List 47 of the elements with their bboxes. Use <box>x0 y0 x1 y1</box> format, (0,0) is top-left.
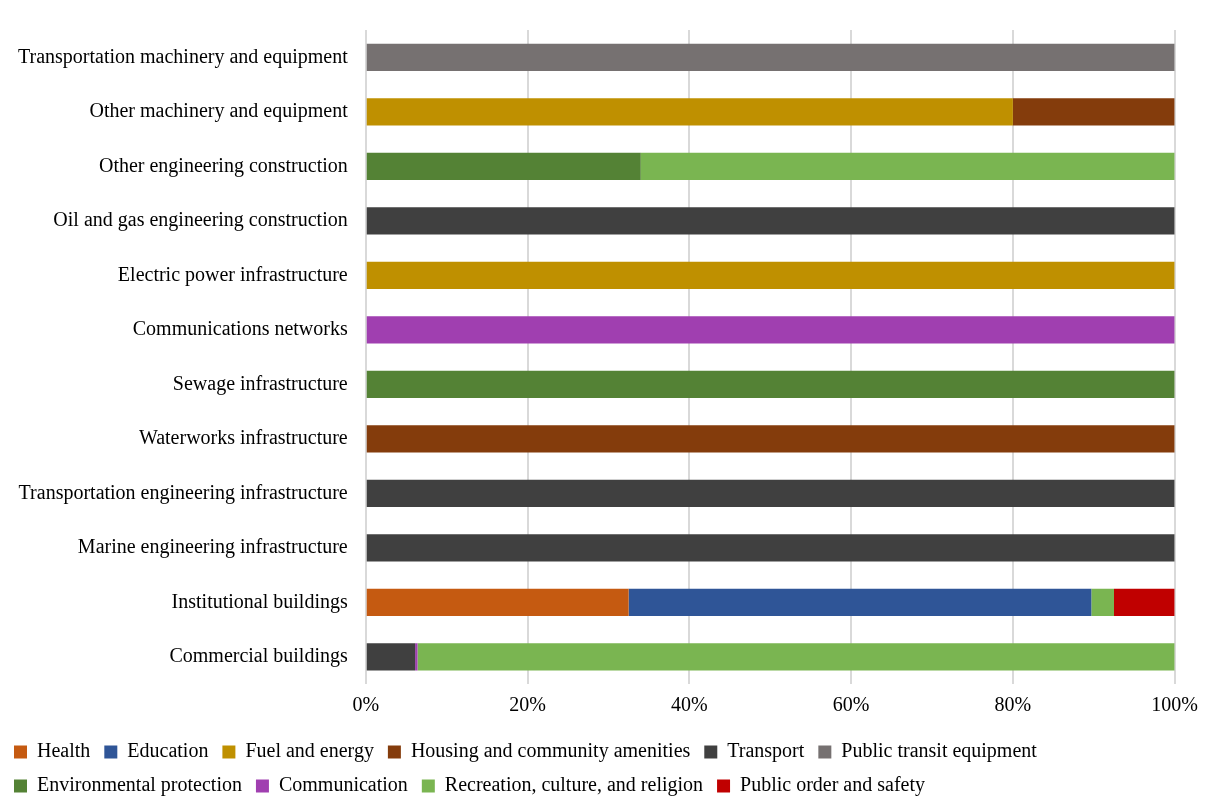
y-tick-label: Sewage infrastructure <box>172 371 348 395</box>
y-tick-label: Communications networks <box>132 317 348 339</box>
bar <box>366 534 1175 562</box>
bar <box>366 643 416 671</box>
x-tick-label: 100% <box>1151 693 1199 716</box>
y-tick-label: Oil and gas engineering construction <box>53 208 348 231</box>
legend-label: Health <box>37 739 91 762</box>
y-tick-label: Other machinery and equipment <box>89 99 349 122</box>
bar <box>417 643 1175 671</box>
legend-label: Environmental protection <box>37 773 242 797</box>
legend-label: Communication <box>278 773 408 796</box>
y-tick-label: Institutional buildings <box>171 589 348 613</box>
legend-label: Public order and safety <box>740 773 925 797</box>
bar <box>1012 98 1175 126</box>
bar <box>366 425 1175 453</box>
legend-label: Education <box>127 739 209 762</box>
legend-label: Fuel and energy <box>245 739 374 763</box>
bar <box>366 479 1175 507</box>
bar <box>366 43 1175 71</box>
y-tick-label: Electric power infrastructure <box>117 262 348 286</box>
y-tick-label: Other engineering construction <box>98 153 348 177</box>
x-tick-label: 20% <box>509 693 546 716</box>
bar <box>640 152 1175 180</box>
legend-label: Recreation, culture, and religion <box>444 773 704 797</box>
bar <box>366 316 1175 344</box>
bar <box>366 588 629 616</box>
y-tick-label: Transportation machinery and equipment <box>18 44 349 68</box>
bar <box>366 261 1175 289</box>
x-tick-label: 0% <box>352 693 380 716</box>
bar <box>366 207 1175 235</box>
bar <box>366 98 1013 126</box>
bar <box>415 643 418 671</box>
y-tick-label: Waterworks infrastructure <box>138 426 348 448</box>
bar <box>628 588 1092 616</box>
bar <box>366 370 1175 398</box>
legend-label: Public transit equipment <box>841 739 1038 763</box>
bar <box>1114 588 1175 616</box>
bar <box>1091 588 1114 616</box>
y-tick-label: Commercial buildings <box>169 644 348 667</box>
y-tick-label: Marine engineering infrastructure <box>77 535 348 558</box>
x-tick-label: 80% <box>994 693 1032 716</box>
legend-label: Housing and community amenities <box>410 739 691 763</box>
legend-label: Transport <box>727 739 805 763</box>
bar <box>366 152 641 180</box>
x-tick-label: 40% <box>670 693 708 716</box>
y-tick-label: Transportation engineering infrastructure <box>18 480 348 504</box>
x-tick-label: 60% <box>832 693 870 716</box>
